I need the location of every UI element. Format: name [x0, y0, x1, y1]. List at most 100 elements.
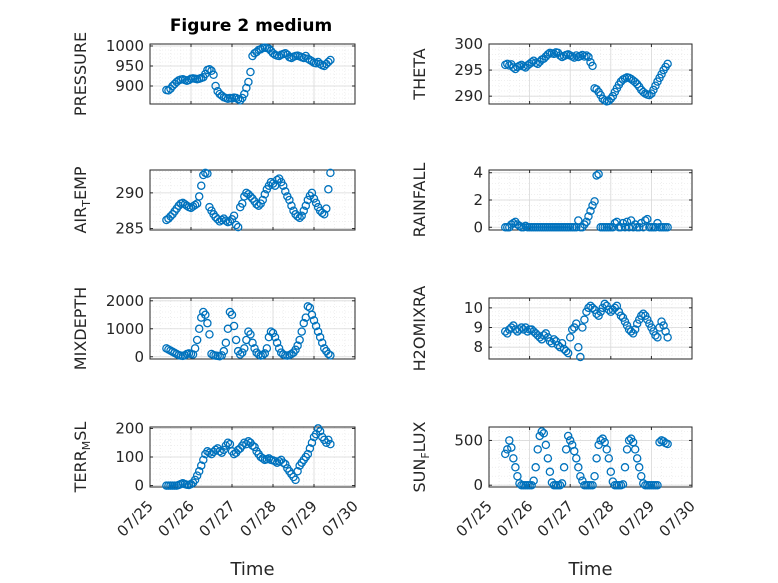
data-point: [258, 195, 267, 205]
data-point: [663, 333, 672, 342]
data-point: [515, 221, 524, 231]
x-tick-label: 07/28: [574, 497, 617, 540]
y-tick-label: 0: [473, 218, 483, 236]
data-point: [657, 70, 666, 79]
subplot-7: 0 100 200 TERRMSL 07/2507/2607/2707/2807/290…: [71, 419, 362, 580]
data-point: [299, 318, 308, 328]
data-point: [190, 475, 200, 485]
data-point: [199, 455, 208, 465]
data-point: [231, 220, 241, 230]
y-tick-label: 500: [454, 431, 483, 449]
y-tick-label: 0: [134, 348, 144, 366]
data-point: [624, 436, 634, 445]
x-tick-label: 07/27: [196, 497, 239, 540]
data-point: [246, 192, 255, 201]
data-point: [622, 217, 632, 227]
data-point: [235, 96, 245, 105]
data-point: [270, 181, 280, 190]
data-point: [561, 346, 571, 356]
data-point: [326, 439, 335, 449]
data-point: [588, 201, 597, 210]
y-tick-label: 1000: [106, 37, 144, 55]
data-point: [561, 445, 571, 454]
data-point: [612, 217, 622, 227]
data-point: [565, 436, 575, 445]
data-point: [324, 57, 333, 67]
data-point: [221, 338, 231, 348]
data-point: [549, 335, 559, 344]
data-point: [503, 59, 512, 69]
data-point: [580, 315, 589, 324]
data-point: [190, 344, 200, 353]
data-point: [303, 449, 313, 459]
data-point: [570, 446, 579, 456]
data-point: [199, 170, 208, 180]
data-point: [278, 458, 288, 467]
data-point: [278, 181, 288, 190]
data-point: [307, 188, 317, 198]
data-point: [295, 213, 304, 223]
subplot-1: 900 950 1000 PRESSURE: [71, 32, 356, 116]
data-point: [503, 445, 512, 454]
data-point: [507, 323, 516, 332]
data-point: [190, 200, 200, 210]
data-point: [319, 210, 329, 219]
subplot-5: 0 1000 2000 MIXDEPTH: [71, 287, 356, 370]
data-point: [653, 480, 662, 490]
data-point: [588, 303, 597, 313]
x-tick-label: 07/30: [656, 497, 699, 540]
data-point: [663, 439, 672, 449]
data-point: [317, 338, 327, 348]
data-point: [545, 337, 555, 346]
data-point: [324, 185, 333, 194]
data-point: [588, 61, 597, 71]
data-point: [655, 323, 664, 332]
data-point: [297, 327, 306, 336]
y-tick-label: 290: [454, 87, 483, 105]
data-point: [537, 427, 547, 436]
data-point: [268, 328, 278, 338]
data-point: [543, 454, 553, 463]
x-tick-label: 07/25: [114, 497, 157, 540]
data-point: [303, 302, 313, 311]
data-point: [582, 51, 591, 60]
data-point: [618, 480, 628, 489]
data-point: [578, 323, 587, 332]
data-point: [270, 332, 280, 342]
data-point: [315, 427, 325, 436]
data-point: [645, 90, 654, 100]
data-point: [248, 338, 257, 348]
data-point: [651, 331, 660, 340]
y-axis-label: MIXDEPTH: [71, 287, 90, 370]
data-point: [262, 344, 272, 353]
data-point: [616, 311, 626, 320]
data-point: [531, 463, 540, 472]
data-point: [326, 351, 335, 360]
data-point: [227, 310, 237, 320]
data-point: [196, 461, 206, 470]
data-point: [244, 77, 253, 87]
y-tick-label: 10: [464, 299, 483, 317]
data-point: [258, 350, 267, 360]
subplot-4: 0 2 4 RAINFALL: [410, 163, 693, 237]
data-point: [248, 441, 257, 450]
y-axis-label: SUNFLUX: [410, 421, 432, 492]
data-point: [527, 58, 536, 67]
y-tick-label: 290: [115, 184, 144, 202]
data-point: [590, 472, 599, 481]
data-point: [612, 301, 622, 311]
y-axis-label: H2OMIXRA: [410, 286, 429, 372]
data-point: [260, 349, 270, 358]
data-point: [539, 429, 549, 438]
data-point: [572, 51, 581, 60]
data-point: [527, 480, 536, 490]
data-point: [572, 319, 581, 328]
data-point: [549, 49, 559, 59]
data-point: [240, 438, 249, 447]
data-point: [602, 445, 611, 454]
data-point: [653, 333, 662, 342]
data-point: [586, 206, 595, 216]
data-point: [250, 442, 259, 452]
data-point: [250, 344, 259, 353]
